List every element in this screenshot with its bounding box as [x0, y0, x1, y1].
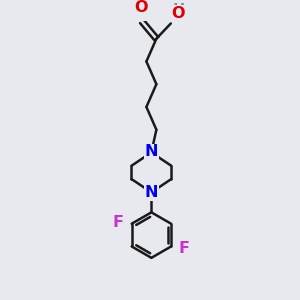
- Text: H: H: [172, 4, 185, 19]
- Text: N: N: [145, 185, 158, 200]
- Text: F: F: [179, 241, 190, 256]
- Text: N: N: [145, 144, 158, 159]
- Text: F: F: [113, 215, 124, 230]
- Text: O: O: [172, 6, 185, 21]
- Text: O: O: [134, 0, 147, 15]
